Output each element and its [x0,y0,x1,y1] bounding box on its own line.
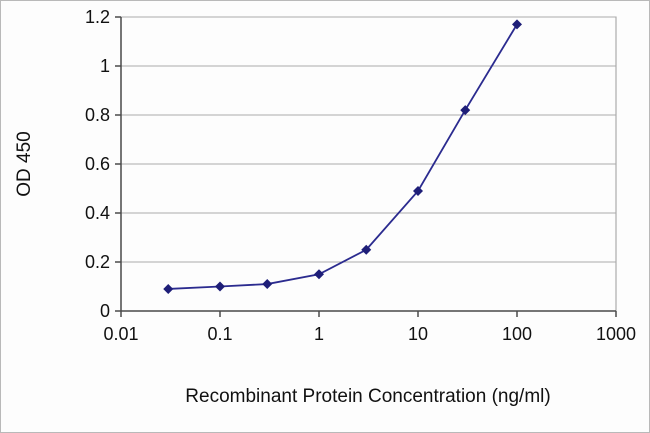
y-tick-label: 0.8 [85,105,110,125]
data-point-marker [215,281,225,292]
x-axis-label: Recombinant Protein Concentration (ng/ml… [185,386,551,407]
x-tick-label: 1 [314,324,324,344]
y-tick-label: 0.4 [85,203,110,223]
y-tick-label: 0.2 [85,252,110,272]
data-point-marker [361,244,372,255]
x-tick-label: 100 [502,324,532,344]
series-line [168,23,518,290]
x-tick-label: 0.01 [103,324,138,344]
data-point-marker [314,269,324,280]
data-point-marker [262,279,273,290]
data-point-marker [413,185,423,196]
x-tick-label: 10 [408,324,428,344]
data-point-marker [512,19,522,30]
x-tick-label: 0.1 [207,324,232,344]
y-tick-label: 1 [100,56,110,76]
data-point-marker [163,283,174,294]
y-axis-label: OD 450 [14,131,35,197]
y-tick-label: 1.2 [85,7,110,27]
x-tick-label: 1000 [596,324,636,344]
y-tick-label: 0.6 [85,154,110,174]
y-tick-label: 0 [100,301,110,321]
data-point-marker [460,105,471,116]
